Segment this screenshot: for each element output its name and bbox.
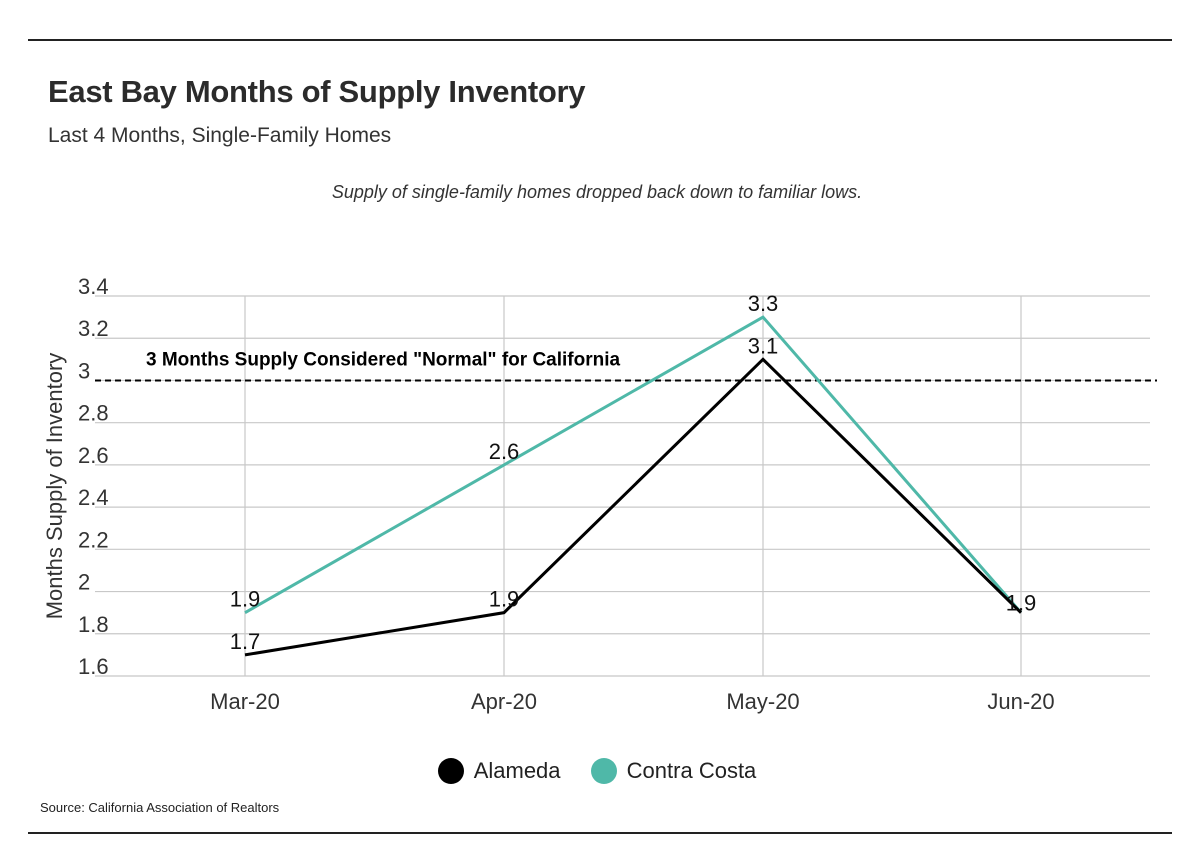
data-label-alameda: 1.9 bbox=[1006, 591, 1037, 616]
y-tick-label: 1.8 bbox=[78, 612, 109, 637]
x-tick-label: May-20 bbox=[726, 689, 799, 714]
y-axis-label: Months Supply of Inventory bbox=[42, 353, 67, 620]
x-tick-label: Apr-20 bbox=[471, 689, 537, 714]
source-note: Source: California Association of Realto… bbox=[40, 800, 280, 815]
y-tick-label: 2 bbox=[78, 570, 90, 595]
top-rule bbox=[28, 39, 1172, 41]
x-tick-label: Jun-20 bbox=[987, 689, 1054, 714]
data-label-contra-costa: 3.3 bbox=[748, 291, 779, 316]
y-tick-label: 2.8 bbox=[78, 401, 109, 426]
x-tick-label: Mar-20 bbox=[210, 689, 280, 714]
legend-swatch-alameda bbox=[437, 757, 464, 784]
data-label-alameda: 1.7 bbox=[230, 629, 261, 654]
bottom-rule bbox=[28, 832, 1172, 834]
legend-swatch-contra-costa bbox=[590, 757, 617, 784]
chart-subtitle: Last 4 Months, Single-Family Homes bbox=[48, 124, 392, 147]
y-tick-label: 2.4 bbox=[78, 485, 109, 510]
data-label-contra-costa: 1.9 bbox=[230, 587, 261, 612]
y-tick-label: 3 bbox=[78, 358, 90, 383]
reference-line-label: 3 Months Supply Considered "Normal" for … bbox=[146, 349, 620, 370]
legend-label-contra-costa: Contra Costa bbox=[626, 757, 757, 783]
y-tick-label: 1.6 bbox=[78, 654, 109, 679]
chart-annotation: Supply of single-family homes dropped ba… bbox=[331, 182, 863, 202]
data-label-alameda: 3.1 bbox=[748, 333, 779, 358]
legend-label-alameda: Alameda bbox=[473, 757, 561, 783]
y-tick-label: 3.4 bbox=[78, 274, 109, 299]
legend: Alameda Contra Costa bbox=[0, 756, 1194, 784]
legend-item-contra-costa[interactable]: Contra Costa bbox=[590, 757, 757, 784]
series-line-alameda bbox=[244, 357, 1023, 657]
data-label-alameda: 1.9 bbox=[489, 587, 520, 612]
legend-item-alameda[interactable]: Alameda bbox=[437, 757, 561, 784]
y-tick-label: 3.2 bbox=[78, 316, 109, 341]
series-line-contra-costa bbox=[244, 315, 1023, 614]
chart-title: East Bay Months of Supply Inventory bbox=[48, 74, 586, 109]
y-tick-label: 2.2 bbox=[78, 527, 109, 552]
y-tick-label: 2.6 bbox=[78, 443, 109, 468]
data-label-contra-costa: 2.6 bbox=[489, 439, 520, 464]
